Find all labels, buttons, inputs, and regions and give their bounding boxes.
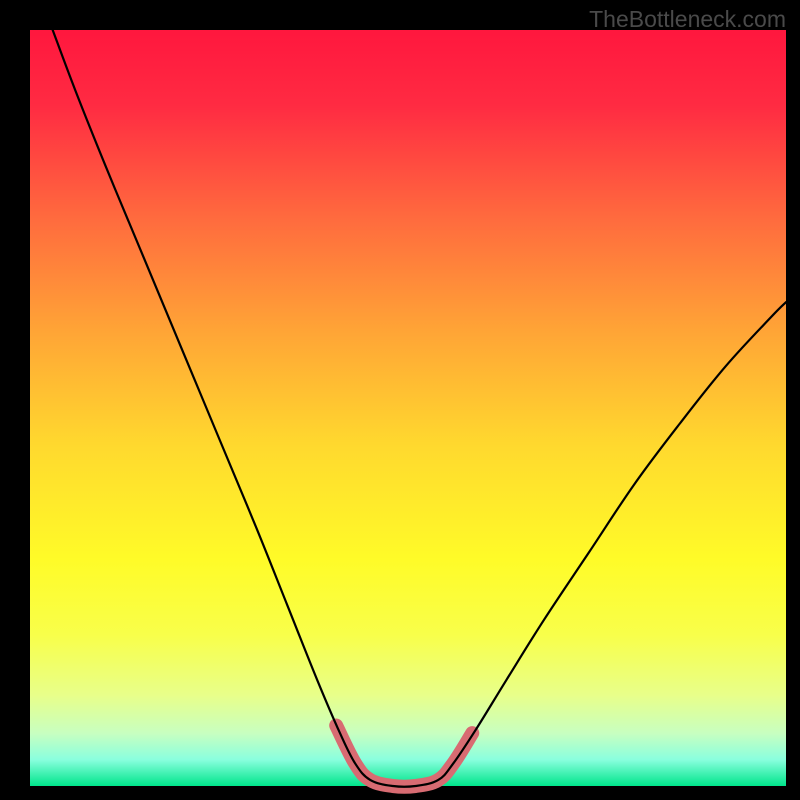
chart-svg xyxy=(0,0,800,800)
plot-background xyxy=(30,30,786,786)
watermark-text: TheBottleneck.com xyxy=(589,6,786,33)
bottleneck-chart: TheBottleneck.com xyxy=(0,0,800,800)
